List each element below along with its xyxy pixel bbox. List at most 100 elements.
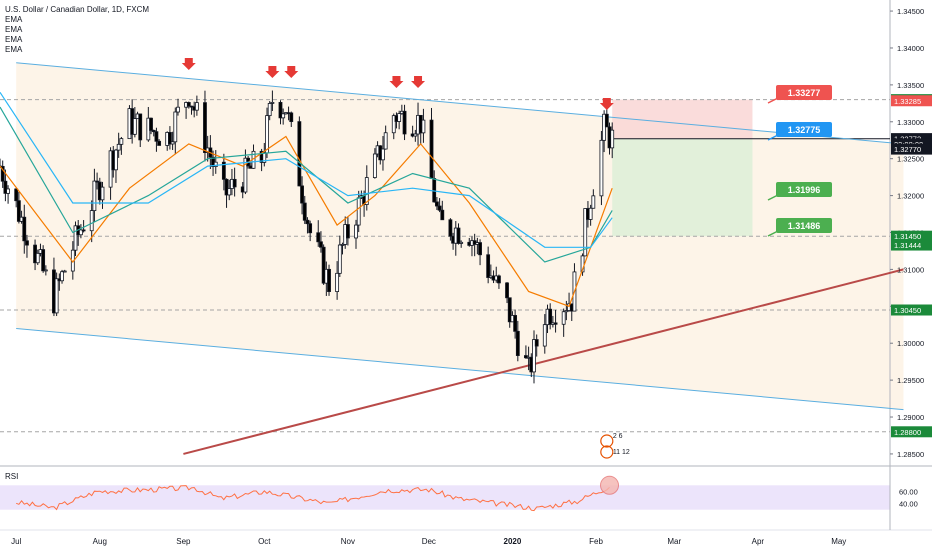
candle-88 bbox=[327, 268, 331, 293]
time-axis-label-7: Feb bbox=[589, 537, 603, 546]
time-axis-label-4: Nov bbox=[341, 537, 355, 546]
event-badge-text-bottom: 11 12 bbox=[613, 449, 630, 456]
candle-135 bbox=[507, 297, 512, 323]
candle-91 bbox=[340, 244, 345, 246]
candle-54 bbox=[203, 102, 207, 153]
candle-122 bbox=[456, 227, 461, 244]
candle-143 bbox=[534, 339, 539, 347]
candle-142 bbox=[532, 339, 536, 373]
sell-arrow-3 bbox=[389, 76, 404, 88]
price-tick-label-5: 1.32000 bbox=[897, 192, 924, 201]
time-axis-label-5: Dec bbox=[422, 537, 436, 546]
candle-110 bbox=[413, 133, 418, 137]
candle-23 bbox=[81, 229, 86, 232]
price-marker-1 bbox=[891, 95, 932, 107]
candle-98 bbox=[364, 177, 369, 205]
price-marker-label-5: 1.31450 bbox=[894, 232, 921, 241]
candle-33 bbox=[119, 138, 124, 145]
candle-41 bbox=[151, 130, 156, 133]
candle-47 bbox=[173, 111, 178, 143]
candle-159 bbox=[599, 139, 604, 197]
candle-134 bbox=[505, 282, 509, 299]
candle-118 bbox=[440, 209, 445, 221]
candle-144 bbox=[542, 324, 547, 347]
candle-15 bbox=[54, 278, 59, 314]
candle-2 bbox=[3, 180, 8, 194]
ema-label-3[interactable]: EMA bbox=[5, 35, 23, 44]
sell-arrow-2 bbox=[284, 66, 299, 78]
candle-104 bbox=[391, 115, 396, 134]
candle-89 bbox=[335, 272, 340, 293]
candle-123 bbox=[459, 241, 464, 244]
ema-line-2 bbox=[0, 106, 613, 263]
candle-7 bbox=[22, 216, 27, 242]
candle-17 bbox=[60, 271, 64, 282]
candle-46 bbox=[170, 141, 175, 145]
price-marker-label-6: 1.31444 bbox=[894, 241, 921, 250]
time-axis-label-1: Aug bbox=[93, 537, 107, 546]
candle-148 bbox=[553, 322, 558, 325]
candle-24 bbox=[89, 210, 94, 232]
rsi-highlight bbox=[600, 475, 620, 495]
candle-82 bbox=[305, 219, 310, 225]
candle-38 bbox=[138, 113, 143, 141]
callout-box-2 bbox=[776, 182, 832, 197]
time-axis-label-6: 2020 bbox=[504, 537, 522, 546]
ema-label-4[interactable]: EMA bbox=[5, 45, 23, 54]
candle-80 bbox=[300, 185, 304, 204]
candle-150 bbox=[564, 310, 569, 313]
sell-arrow-5 bbox=[599, 98, 614, 110]
callout-box-0 bbox=[776, 85, 832, 100]
price-marker-label-8: 1.28800 bbox=[894, 428, 921, 437]
candle-158 bbox=[591, 195, 596, 209]
event-badge-icon-2 bbox=[600, 445, 614, 459]
candle-63 bbox=[232, 178, 237, 188]
symbol-title: U.S. Dollar / Canadian Dollar, 1D, FXCM bbox=[5, 5, 150, 14]
candle-86 bbox=[321, 246, 326, 284]
channel-upper bbox=[16, 62, 904, 145]
candle-36 bbox=[132, 118, 137, 135]
candle-59 bbox=[221, 161, 226, 180]
candle-160 bbox=[602, 113, 607, 141]
candle-60 bbox=[224, 178, 229, 196]
price-tick-label-3: 1.33000 bbox=[897, 118, 924, 127]
candle-65 bbox=[243, 157, 248, 193]
candle-163 bbox=[610, 129, 615, 149]
price-marker-4 bbox=[891, 143, 932, 155]
candle-94 bbox=[354, 224, 358, 239]
candle-102 bbox=[381, 148, 385, 161]
ema-label-1[interactable]: EMA bbox=[5, 15, 23, 24]
time-axis-label-3: Oct bbox=[258, 537, 271, 546]
price-marker-label-7: 1.30450 bbox=[894, 306, 921, 315]
callout-label-2: 1.31996 bbox=[788, 185, 821, 195]
price-marker-7 bbox=[891, 304, 932, 316]
rsi-label[interactable]: RSI bbox=[5, 472, 19, 481]
candle-155 bbox=[583, 208, 588, 257]
ema-label-2[interactable]: EMA bbox=[5, 25, 23, 34]
candle-138 bbox=[515, 330, 520, 356]
time-axis-label-8: Mar bbox=[667, 537, 681, 546]
price-tick-label-12: 1.28500 bbox=[897, 450, 924, 459]
candle-115 bbox=[432, 178, 437, 203]
candle-40 bbox=[149, 117, 153, 131]
candle-45 bbox=[168, 132, 172, 145]
price-marker-8 bbox=[891, 426, 932, 438]
price-tick-label-11: 1.29000 bbox=[897, 413, 924, 422]
candle-149 bbox=[561, 311, 566, 325]
candle-26 bbox=[95, 180, 99, 183]
candle-83 bbox=[308, 223, 313, 234]
time-axis-label-10: May bbox=[831, 537, 846, 546]
candle-116 bbox=[435, 201, 439, 207]
rsi-tick-label-0: 60.00 bbox=[899, 487, 918, 496]
candle-93 bbox=[346, 224, 350, 239]
candle-18 bbox=[62, 270, 67, 273]
candle-78 bbox=[289, 112, 294, 123]
candle-5 bbox=[16, 200, 21, 222]
candle-114 bbox=[429, 119, 434, 179]
candle-106 bbox=[397, 113, 402, 122]
candle-13 bbox=[43, 269, 48, 272]
candle-20 bbox=[73, 225, 78, 251]
rsi-line bbox=[16, 485, 610, 512]
